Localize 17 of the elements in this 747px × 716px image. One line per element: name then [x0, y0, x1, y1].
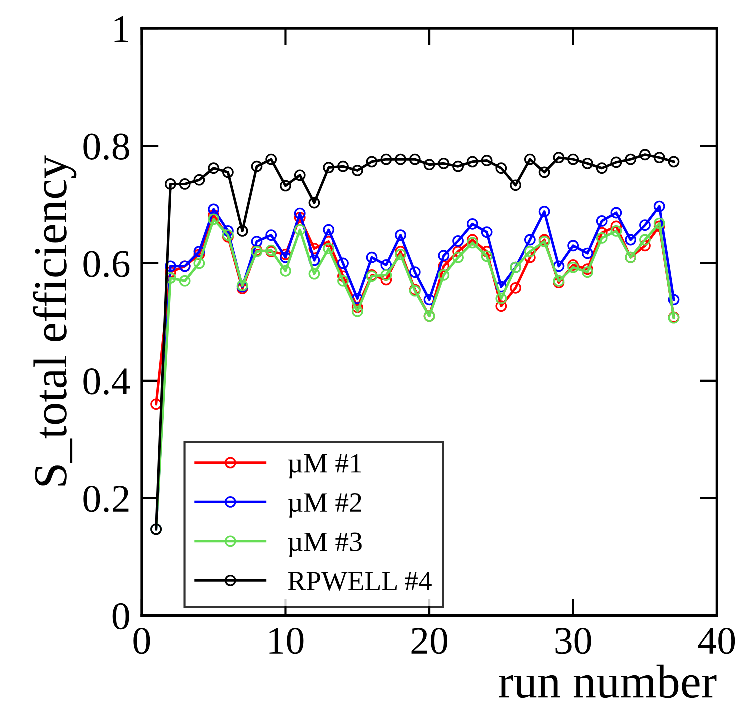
x-axis-title: run number: [499, 664, 717, 698]
y-tick-label: 0.2: [84, 486, 129, 512]
legend-label: RPWELL #4: [288, 572, 432, 591]
legend-label: µM #3: [288, 532, 362, 558]
x-tick-label: 30: [556, 628, 592, 654]
y-tick-label: 0.8: [84, 134, 130, 160]
x-tick-label: 10: [270, 628, 304, 654]
y-tick-label: 0: [112, 603, 130, 630]
y-tick-label: 0.6: [84, 251, 130, 278]
x-tick-label: 20: [412, 628, 448, 654]
x-tick-label: 0: [134, 628, 150, 654]
legend-label: µM #2: [288, 494, 362, 518]
x-tick-label: 40: [698, 628, 736, 654]
y-tick-label: 0.4: [84, 368, 130, 395]
legend-label: µM #1: [288, 454, 362, 479]
y-tick-label: 1: [114, 16, 128, 42]
y-axis-title: S_total efficiency: [33, 156, 77, 486]
